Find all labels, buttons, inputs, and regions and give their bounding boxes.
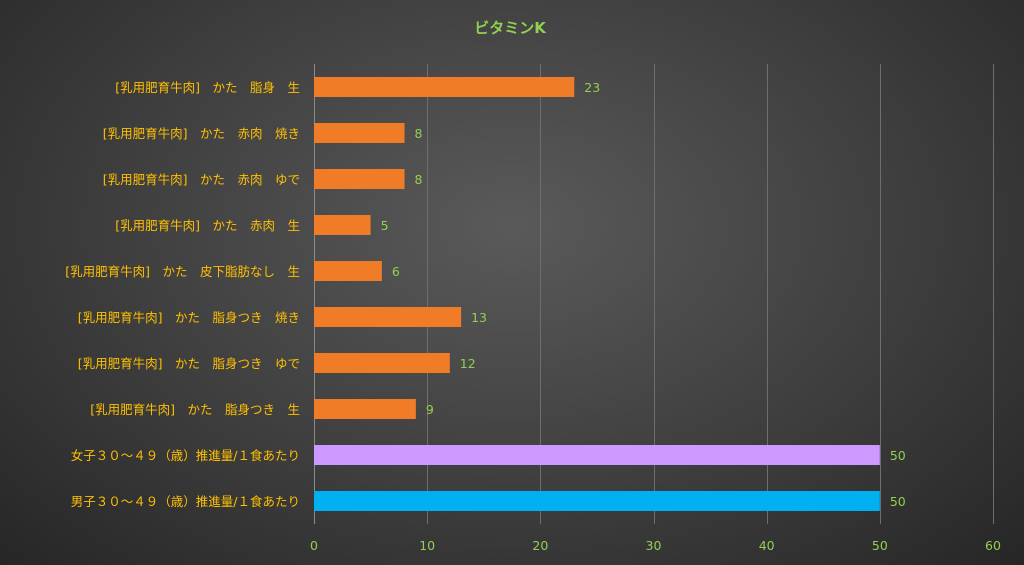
x-tick-label: 10	[419, 538, 435, 553]
data-label: 50	[890, 448, 906, 463]
x-tick-label: 60	[985, 538, 1001, 553]
bar	[314, 399, 416, 419]
bar	[314, 445, 880, 465]
bar	[314, 353, 450, 373]
category-labels: [乳用肥育牛肉] かた 脂身 生 [乳用肥育牛肉] かた 赤肉 焼き [乳用肥育牛肉…	[65, 80, 300, 509]
data-label: 23	[584, 80, 600, 95]
data-label: 5	[381, 218, 389, 233]
x-tick-label: 20	[532, 538, 548, 553]
gridlines	[314, 64, 994, 524]
data-label: 6	[392, 264, 400, 279]
data-label: 9	[426, 402, 434, 417]
chart-title: ビタミンK	[474, 19, 547, 37]
x-tick-label: 0	[310, 538, 318, 553]
category-label: [乳用肥育牛肉] かた 脂身つき 焼き	[78, 310, 300, 325]
x-tick-label: 50	[872, 538, 888, 553]
category-label: 女子３０～４９（歳）推進量/１食あたり	[71, 448, 300, 463]
data-label: 12	[460, 356, 476, 371]
category-label: [乳用肥育牛肉] かた 脂身 生	[115, 80, 300, 95]
bars: 23 8 8 5 6 13 12 9 50 50	[314, 77, 906, 511]
category-label: [乳用肥育牛肉] かた 皮下脂肪なし 生	[65, 264, 300, 279]
category-label: [乳用肥育牛肉] かた 赤肉 生	[115, 218, 300, 233]
data-label: 13	[471, 310, 487, 325]
bar	[314, 169, 405, 189]
x-tick-labels: 0 10 20 30 40 50 60	[310, 538, 1001, 553]
bar	[314, 215, 371, 235]
category-label: [乳用肥育牛肉] かた 赤肉 ゆで	[103, 172, 300, 187]
x-tick-label: 30	[646, 538, 662, 553]
bar	[314, 307, 462, 327]
category-label: [乳用肥育牛肉] かた 赤肉 焼き	[103, 126, 300, 141]
x-tick-label: 40	[759, 538, 775, 553]
data-label: 8	[415, 172, 423, 187]
bar	[314, 261, 382, 281]
bar	[314, 123, 405, 143]
category-label: [乳用肥育牛肉] かた 脂身つき ゆで	[78, 356, 300, 371]
data-label: 8	[415, 126, 423, 141]
category-label: [乳用肥育牛肉] かた 脂身つき 生	[90, 402, 300, 417]
bar	[314, 77, 575, 97]
bar	[314, 491, 880, 511]
category-label: 男子３０～４９（歳）推進量/１食あたり	[71, 494, 300, 509]
data-label: 50	[890, 494, 906, 509]
